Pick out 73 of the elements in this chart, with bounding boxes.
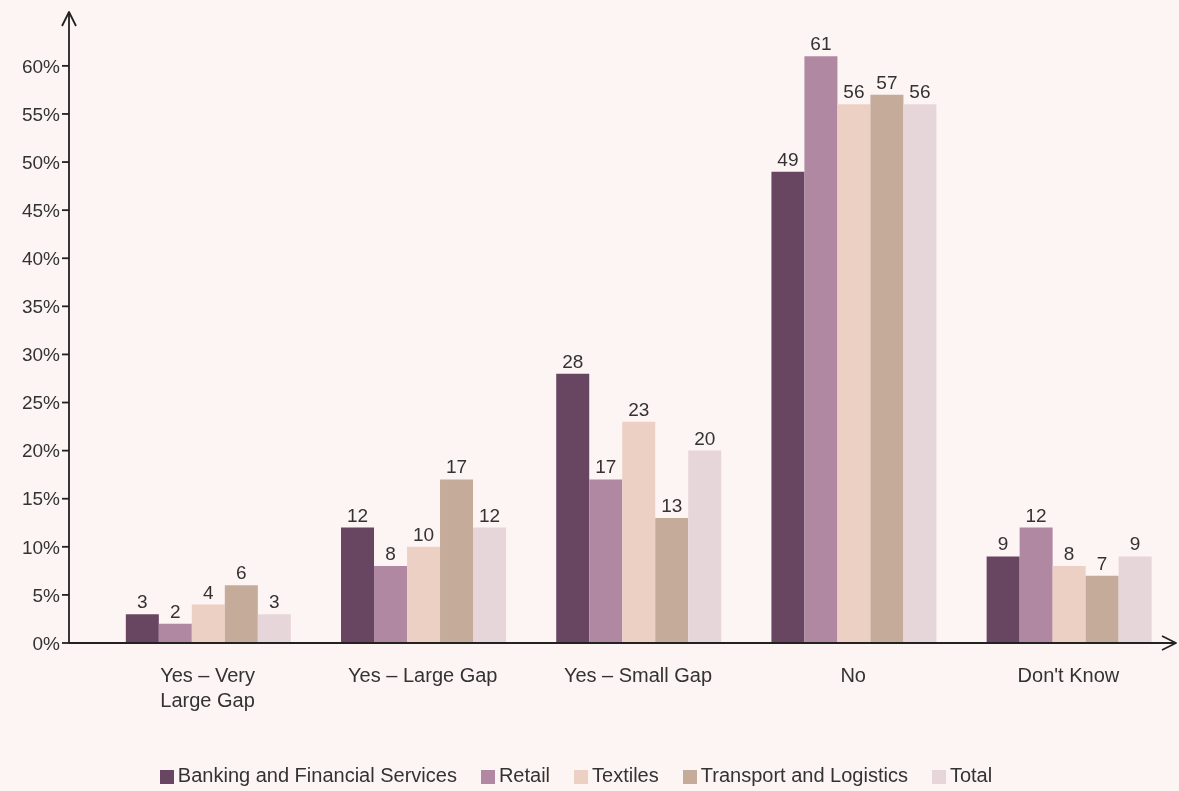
y-tick-label: 55%: [21, 103, 61, 125]
bar: [1052, 566, 1086, 643]
data-label: 57: [876, 71, 898, 93]
data-label: 12: [346, 504, 369, 526]
data-label: 9: [1129, 533, 1141, 555]
y-tick-label: 10%: [21, 536, 61, 558]
data-label: 3: [137, 591, 148, 613]
bar: [986, 556, 1020, 643]
data-label: 4: [203, 581, 215, 603]
y-tick-label: 15%: [21, 488, 61, 510]
data-label: 7: [1096, 552, 1108, 574]
bar: [257, 614, 291, 643]
y-tick-label: 60%: [21, 55, 61, 77]
bar: [407, 546, 441, 643]
data-label: 17: [595, 456, 617, 478]
bar: [374, 566, 408, 643]
bar: [473, 527, 507, 643]
data-label: 9: [997, 533, 1009, 555]
y-tick-label: 50%: [21, 151, 61, 173]
bar: [158, 623, 192, 643]
legend-label: Total: [949, 764, 993, 786]
data-label: 20: [694, 427, 716, 449]
bar: [1019, 527, 1053, 643]
bar: [589, 479, 623, 643]
legend-label: Banking and Financial Services: [177, 764, 457, 786]
y-tick-label: 45%: [21, 199, 61, 221]
bar: [903, 104, 937, 643]
data-label: 6: [236, 562, 247, 584]
data-label: 56: [843, 81, 865, 103]
data-label: 12: [1025, 504, 1047, 526]
legend-label: Retail: [498, 764, 551, 786]
y-tick-label: 25%: [21, 392, 61, 414]
bar: [440, 479, 474, 643]
data-label: 56: [909, 81, 931, 103]
y-tick-label: 35%: [21, 296, 61, 318]
bar: [125, 614, 159, 643]
data-label: 8: [385, 543, 396, 565]
bar: [688, 450, 722, 643]
bar: [655, 517, 689, 643]
bar: [837, 104, 871, 643]
x-tick-label: Yes – Small Gap: [563, 664, 713, 686]
data-label: 61: [810, 33, 832, 55]
data-label: 10: [412, 523, 435, 545]
bar: [870, 94, 904, 643]
bar: [1118, 556, 1152, 643]
data-label: 49: [777, 148, 799, 170]
legend-label: Textiles: [592, 764, 659, 786]
data-label: 8: [1063, 543, 1075, 565]
legend-label: Transport and Logistics: [700, 764, 908, 786]
y-tick-label: 20%: [21, 440, 61, 462]
bar: [771, 171, 805, 643]
x-tick-label: Yes – Large Gap: [348, 664, 498, 686]
data-label: 13: [661, 494, 683, 516]
y-tick-label: 5%: [32, 584, 61, 606]
x-tick-label: No: [840, 664, 866, 686]
data-label: 17: [445, 456, 468, 478]
data-label: 3: [269, 591, 280, 613]
bar: [556, 373, 590, 643]
bar: [341, 527, 375, 643]
y-tick-label: 40%: [21, 247, 61, 269]
x-tick-label: Don't Know: [1017, 664, 1120, 686]
data-label: 23: [628, 398, 650, 420]
bar: [224, 585, 258, 643]
data-label: 12: [478, 504, 501, 526]
data-label: 2: [170, 600, 181, 622]
bar: [1085, 575, 1119, 643]
bar: [804, 56, 838, 643]
bar: [191, 604, 225, 643]
y-tick-label: 0%: [32, 632, 61, 654]
y-tick-label: 30%: [21, 344, 61, 366]
data-label: 28: [562, 350, 584, 372]
x-tick-label: Yes – Very Large Gap: [160, 664, 256, 711]
bar: [622, 421, 656, 643]
